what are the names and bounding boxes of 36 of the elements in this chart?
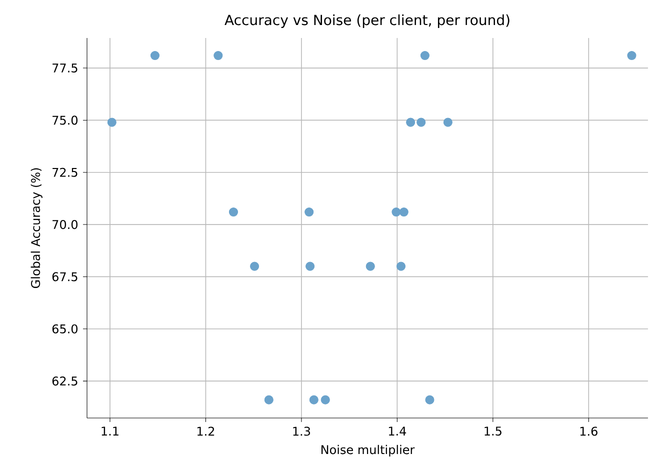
point <box>420 50 430 60</box>
y-tick-label: 65.0 <box>52 324 78 334</box>
y-tick-label: 77.5 <box>52 64 78 72</box>
point <box>228 207 238 217</box>
point <box>406 118 416 127</box>
x-tick-label: 1.5 <box>484 426 502 436</box>
y-tick-label: 62.5 <box>52 376 78 386</box>
x-tick-label: 1.6 <box>580 426 598 436</box>
y-tick-label: 67.5 <box>52 272 78 282</box>
point <box>309 395 318 404</box>
point <box>150 50 160 60</box>
point <box>416 118 426 127</box>
x-axis-title: Noise multiplier <box>321 444 415 457</box>
point <box>214 50 223 60</box>
point <box>627 50 636 60</box>
point <box>425 395 434 404</box>
point <box>366 262 375 271</box>
y-tick-label: 75.0 <box>52 116 78 125</box>
y-axis-title: Global Accuracy (%) <box>30 168 42 288</box>
point <box>250 262 260 271</box>
point <box>304 207 314 217</box>
point <box>392 207 401 217</box>
point <box>443 118 452 127</box>
point <box>396 262 406 271</box>
x-tick-label: 1.2 <box>197 426 214 436</box>
point <box>320 395 330 404</box>
chart-title: Accuracy vs Noise (per client, per round) <box>224 14 510 28</box>
y-tick-label: 72.5 <box>52 168 78 177</box>
point <box>107 118 116 127</box>
x-tick-label: 1.4 <box>388 426 406 436</box>
y-tick-label: 70.0 <box>52 220 78 230</box>
point <box>306 262 315 271</box>
x-tick-label: 1.3 <box>293 426 310 436</box>
point <box>399 207 408 217</box>
point <box>264 395 274 404</box>
x-tick-label: 1.1 <box>102 426 118 436</box>
